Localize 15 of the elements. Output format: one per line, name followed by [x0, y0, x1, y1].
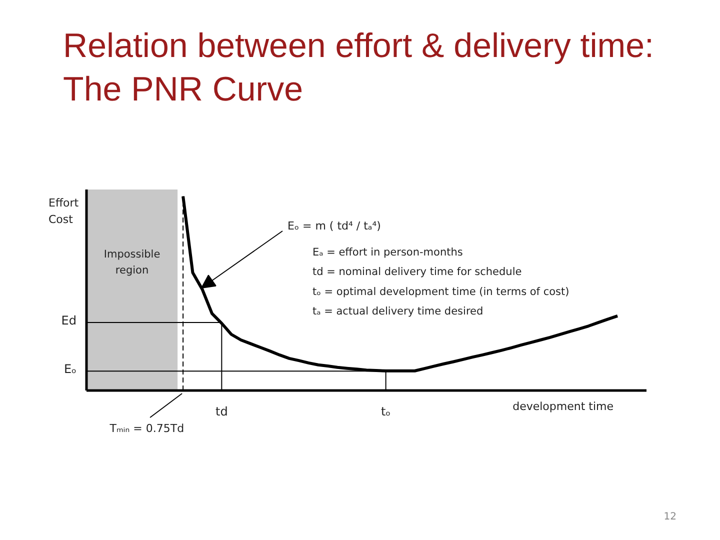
y-axis-title: Effort Cost [48, 196, 80, 226]
ref-line-label: Eₒ [64, 362, 77, 376]
annotation: Eₒ = m ( td⁴ / tₐ⁴) [288, 220, 381, 233]
ref-line-label: Ed [61, 314, 77, 328]
annotation: tₒ = optimal development time (in terms of cost) [312, 286, 570, 298]
annotation: Eₐ = effort in person-months [312, 246, 463, 258]
x-axis-title: development time [512, 400, 614, 413]
x-tick-label: td [216, 404, 228, 418]
x-tick-label: tₒ [380, 404, 391, 418]
annotation: tₐ = actual delivery time desired [312, 306, 484, 318]
annotation: td = nominal delivery time for schedule [312, 266, 522, 278]
annotation: Impossible region [104, 248, 160, 276]
text: Tₘᵢₙ = 0.75Td [108, 422, 184, 435]
chart-title: Relation between effort & delivery time: The PNR Curve [63, 26, 654, 108]
text: 12 [664, 512, 677, 522]
